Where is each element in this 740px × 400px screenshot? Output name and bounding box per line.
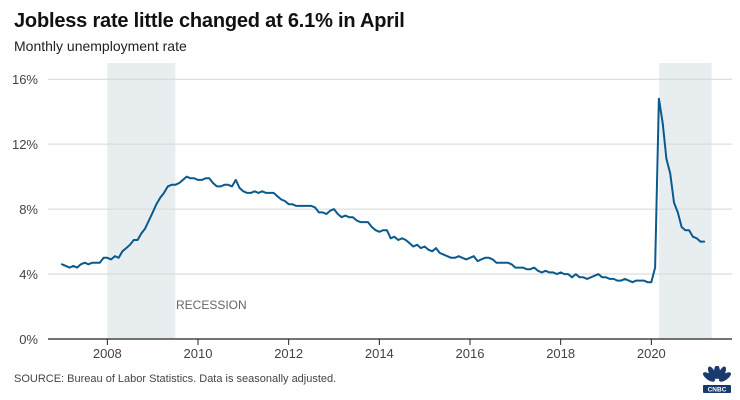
y-axis-labels: 0% 4% 8% 12% 16% (12, 72, 38, 347)
source-note: SOURCE: Bureau of Labor Statistics. Data… (14, 373, 337, 385)
x-tick-label: 2012 (274, 346, 303, 361)
x-tick-label: 2018 (546, 346, 575, 361)
recession-label: RECESSION (176, 298, 247, 312)
y-tick-label: 12% (12, 137, 38, 152)
y-tick-label: 16% (12, 72, 38, 87)
x-tick-label: 2014 (365, 346, 394, 361)
gridlines (48, 78, 732, 275)
x-axis (48, 338, 732, 345)
recession-bands (107, 63, 712, 339)
recession-band (659, 63, 712, 339)
chart-subtitle: Monthly unemployment rate (14, 38, 187, 54)
x-tick-label: 2008 (93, 346, 122, 361)
x-tick-label: 2016 (456, 346, 485, 361)
y-tick-label: 0% (19, 332, 38, 347)
x-tick-label: 2010 (184, 346, 213, 361)
cnbc-peacock-logo: CNBC (702, 366, 732, 394)
x-axis-labels: 2008 2010 2012 2014 2016 2018 2020 (93, 346, 666, 361)
recession-band (107, 63, 176, 339)
series-line (61, 97, 706, 284)
svg-text:CNBC: CNBC (708, 387, 727, 394)
y-tick-label: 8% (19, 202, 38, 217)
chart-title: Jobless rate little changed at 6.1% in A… (14, 10, 405, 32)
y-tick-label: 4% (19, 267, 38, 282)
unemployment-rate-line (61, 97, 706, 284)
x-tick-label: 2020 (637, 346, 666, 361)
